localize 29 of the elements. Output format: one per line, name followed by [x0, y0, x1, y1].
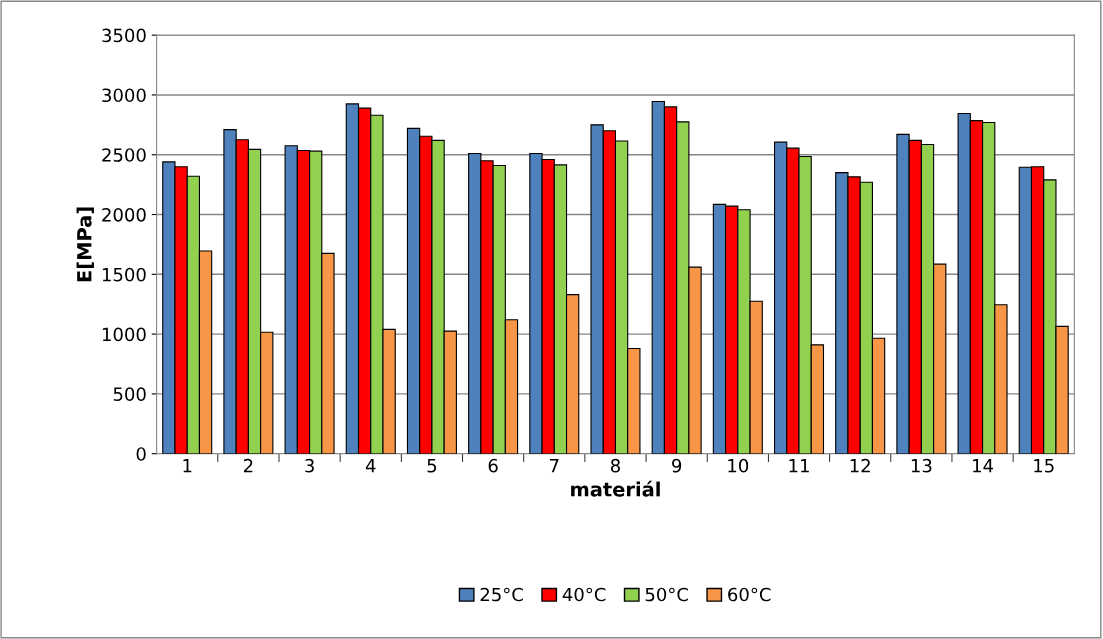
- x-tick-label: 6: [488, 458, 498, 473]
- legend-label: 40°C: [562, 587, 606, 602]
- legend-label: 60°C: [728, 587, 771, 602]
- y-tick-label: 1000: [102, 327, 146, 342]
- x-tick-label: 9: [672, 458, 682, 473]
- x-tick-label: 8: [610, 458, 620, 473]
- y-tick-label: 2000: [102, 207, 146, 222]
- x-tick-label: 3: [305, 458, 314, 473]
- y-tick-label: 2500: [102, 148, 146, 162]
- x-tick-label: 10: [728, 458, 749, 473]
- x-tick-label: 2: [243, 458, 253, 473]
- y-axis-title: E[MPa]: [76, 207, 94, 282]
- y-tick-label: 1500: [102, 267, 146, 282]
- x-tick-label: 5: [427, 459, 437, 473]
- legend-label: 50°C: [645, 587, 688, 602]
- legend-label: 25°C: [480, 587, 523, 602]
- x-tick-label: 13: [911, 458, 932, 473]
- x-tick-label: 14: [973, 459, 994, 473]
- x-tick-label: 7: [550, 459, 559, 473]
- y-tick-label: 500: [113, 387, 146, 402]
- x-tick-label: 11: [789, 459, 809, 473]
- x-tick-label: 12: [850, 458, 870, 473]
- x-tick-label: 15: [1034, 459, 1054, 473]
- y-tick-label: 3000: [102, 88, 146, 103]
- x-tick-label: 1: [183, 459, 192, 473]
- x-tick-label: 4: [365, 459, 376, 473]
- y-tick-label: 3500: [102, 28, 146, 43]
- y-tick-label: 0: [136, 447, 146, 461]
- x-axis-title: materiál: [571, 480, 660, 497]
